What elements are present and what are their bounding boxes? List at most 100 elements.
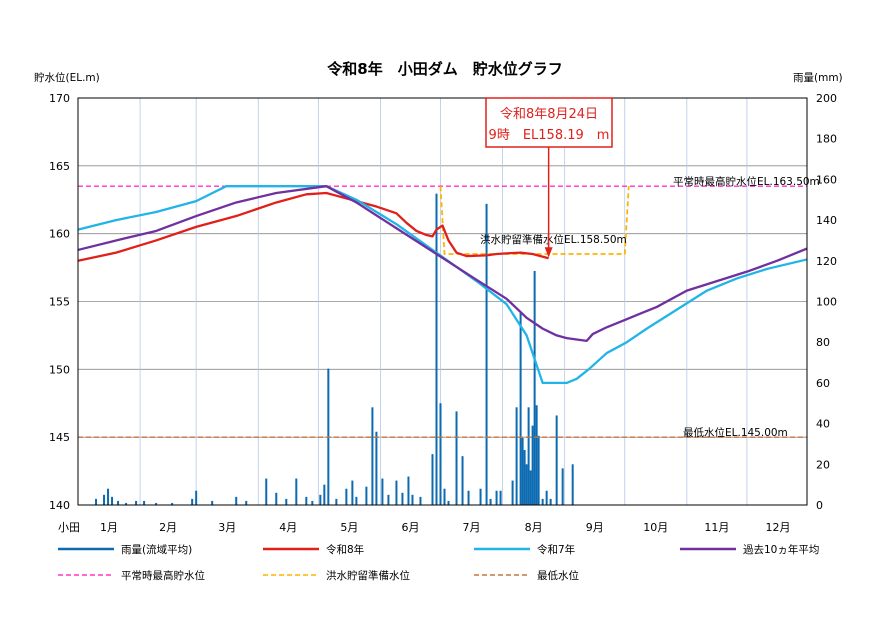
rain-bar xyxy=(537,435,540,505)
rain-bar xyxy=(561,468,564,505)
rain-bar xyxy=(135,500,138,505)
rain-bar xyxy=(499,490,502,505)
y-left-tick-label: 155 xyxy=(49,296,70,309)
rain-bar xyxy=(235,496,238,505)
rain-bar xyxy=(311,500,314,505)
callout-date: 令和8年8月24日 xyxy=(500,107,598,122)
rain-bar xyxy=(371,407,374,505)
legend-label: 雨量(流域平均) xyxy=(121,543,192,556)
rain-bar xyxy=(155,502,158,505)
y-right-tick-label: 120 xyxy=(816,255,837,268)
rain-bar xyxy=(545,490,548,505)
rain-bar xyxy=(103,494,106,505)
rain-bar xyxy=(527,407,530,505)
month-label: 12月 xyxy=(765,521,790,534)
grid xyxy=(78,97,807,506)
rain-bar xyxy=(117,500,120,505)
rain-bar xyxy=(495,490,498,505)
month-label: 11月 xyxy=(704,521,729,534)
y-left-tick-label: 170 xyxy=(49,92,70,105)
legend-label: 最低水位 xyxy=(537,569,579,582)
legend-label: 洪水貯留準備水位 xyxy=(326,569,410,582)
tick-labels: 140 145 150 155 160 165 170 0 20 40 60 80 100 120 140 1… xyxy=(49,92,837,534)
y-right-tick-label: 80 xyxy=(816,336,830,349)
rain-bar xyxy=(191,498,194,505)
rain-bar xyxy=(529,470,532,505)
rain-bar xyxy=(443,488,446,505)
month-label: 10月 xyxy=(643,521,668,534)
month-label: 3月 xyxy=(218,521,236,534)
max-level-label: 平常時最高貯水位EL.163.50m xyxy=(673,175,820,188)
rain-bar xyxy=(535,405,538,505)
rain-bar xyxy=(211,500,214,505)
legend-label: 平常時最高貯水位 xyxy=(121,569,205,582)
legend-label: 令和8年 xyxy=(326,543,364,556)
rain-bars xyxy=(95,193,574,505)
y-right-tick-label: 60 xyxy=(816,377,830,390)
rain-bar xyxy=(479,488,482,505)
callout: 令和8年8月24日 9時 EL158.19 m xyxy=(485,97,613,258)
rain-bar xyxy=(521,437,524,505)
y-right-tick-label: 200 xyxy=(816,92,837,105)
rain-bar xyxy=(549,498,552,505)
rain-bar xyxy=(407,476,410,505)
reference-lines xyxy=(78,185,807,438)
month-label: 7月 xyxy=(463,521,481,534)
rain-bar xyxy=(285,498,288,505)
rain-bar xyxy=(531,425,534,505)
rain-bar xyxy=(95,498,98,505)
y-right-tick-label: 20 xyxy=(816,458,830,471)
chart-title: 令和8年 小田ダム 貯水位グラフ xyxy=(327,60,562,78)
rain-bar xyxy=(571,464,574,505)
series-line xyxy=(77,185,808,342)
rain-bar xyxy=(319,494,322,505)
y-right-tick-label: 100 xyxy=(816,296,837,309)
y-right-label: 雨量(mm) xyxy=(793,72,843,84)
rain-bar xyxy=(467,490,470,505)
rain-bar xyxy=(375,431,378,505)
flood-level-label: 洪水貯留準備水位EL.158.50m xyxy=(480,233,627,246)
rain-bar xyxy=(245,500,248,505)
flood-level-line xyxy=(439,186,630,255)
legend-label: 過去10ヵ年平均 xyxy=(743,543,819,556)
callout-value: 9時 EL158.19 m xyxy=(489,128,610,143)
series-line xyxy=(77,191,549,262)
rain-bar xyxy=(387,494,390,505)
rain-bar xyxy=(447,500,450,505)
rain-bar xyxy=(323,484,326,505)
y-right-tick-label: 140 xyxy=(816,214,837,227)
series-lines xyxy=(77,185,808,385)
month-label: 4月 xyxy=(279,521,297,534)
min-level-label: 最低水位EL.145.00m xyxy=(683,426,788,439)
rain-bar xyxy=(107,488,110,505)
rain-bar xyxy=(365,486,368,505)
rain-bar xyxy=(485,203,488,505)
legend-label: 令和7年 xyxy=(537,543,575,556)
month-label: 9月 xyxy=(586,521,604,534)
plot-frame xyxy=(77,97,808,506)
rain-bar xyxy=(143,500,146,505)
callout-arrowhead xyxy=(544,247,553,258)
rain-bar xyxy=(355,496,358,505)
rain-bar xyxy=(431,454,434,505)
month-label: 8月 xyxy=(525,521,543,534)
y-left-tick-label: 165 xyxy=(49,160,70,173)
callout-box xyxy=(485,97,613,148)
rain-bar xyxy=(381,478,384,505)
rain-bar xyxy=(461,456,464,505)
rain-bar xyxy=(395,480,398,505)
x-axis-prefix: 小田 xyxy=(58,521,80,534)
y-right-tick-label: 0 xyxy=(816,499,823,512)
month-label: 1月 xyxy=(100,521,118,534)
series-line xyxy=(77,185,808,385)
rain-bar xyxy=(523,450,526,505)
month-label: 2月 xyxy=(159,521,177,534)
rain-bar xyxy=(111,496,114,505)
month-label: 6月 xyxy=(401,521,419,534)
rain-bar xyxy=(345,488,348,505)
rain-bar xyxy=(439,403,442,505)
y-left-tick-label: 140 xyxy=(49,499,70,512)
rain-bar xyxy=(541,498,544,505)
